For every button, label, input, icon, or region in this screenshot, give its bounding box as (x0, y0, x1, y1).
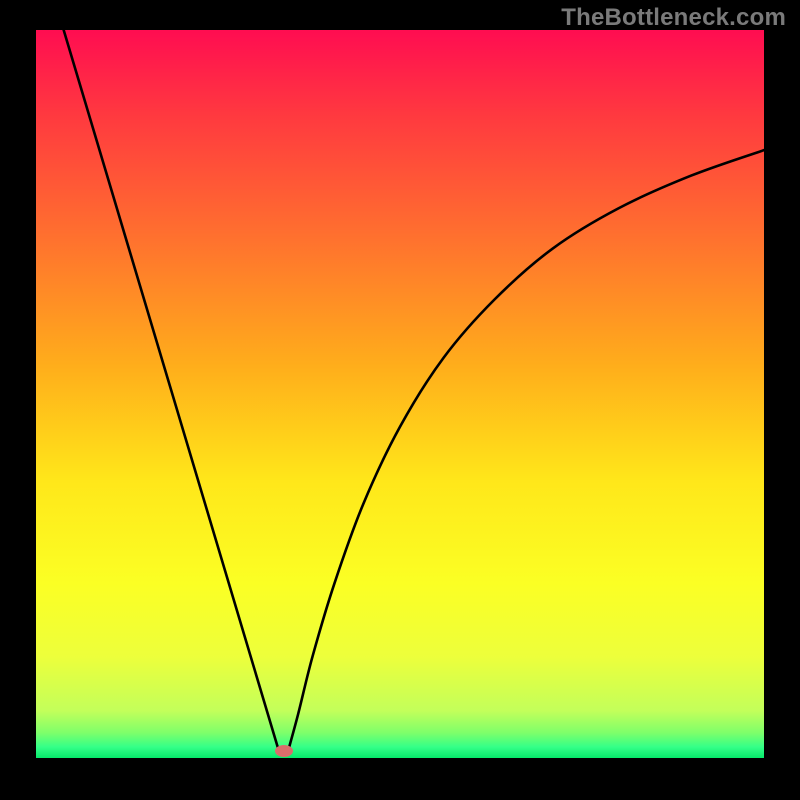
bottleneck-curve (36, 30, 764, 758)
chart-frame: TheBottleneck.com (0, 0, 800, 800)
plot-area (36, 30, 764, 758)
watermark-text: TheBottleneck.com (561, 4, 786, 32)
